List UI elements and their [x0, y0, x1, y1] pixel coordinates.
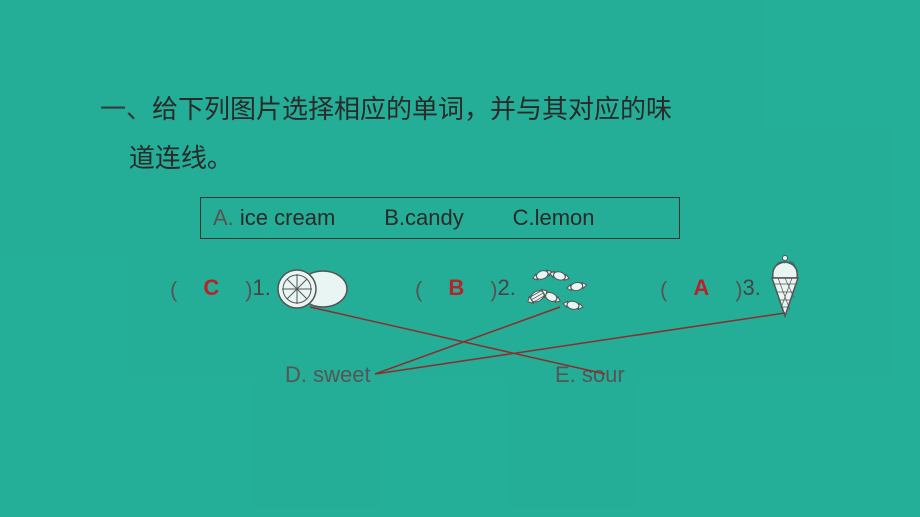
candy-icon	[516, 258, 600, 318]
question-heading: 一、给下列图片选择相应的单词，并与其对应的味 道连线。	[100, 85, 672, 184]
item-2: ( B )2.	[415, 258, 600, 318]
icecream-icon	[761, 258, 811, 318]
options-box: A. ice cream B.candy C.lemon	[200, 197, 680, 239]
option-b: B.candy	[384, 205, 512, 231]
lemon-icon	[271, 258, 355, 318]
answer-1: C	[199, 275, 223, 301]
item-2-number: 2.	[498, 275, 516, 301]
heading-line2: 道连线。	[129, 143, 233, 173]
item-3: ( A )3.	[660, 258, 811, 318]
option-d: D. sweet	[285, 362, 371, 388]
answer-3: A	[689, 275, 713, 301]
heading-line1: 给下列图片选择相应的单词，并与其对应的味	[152, 94, 672, 124]
option-e: E. sour	[555, 362, 625, 388]
item-1: ( C )1.	[170, 258, 355, 318]
item-3-number: 3.	[743, 275, 761, 301]
option-c: C.lemon	[513, 205, 595, 231]
heading-number: 一、	[100, 94, 152, 124]
option-a: A. ice cream	[213, 205, 384, 231]
item-1-number: 1.	[253, 275, 271, 301]
items-row: ( C )1. ( B )2.	[170, 258, 870, 328]
answer-2: B	[444, 275, 468, 301]
